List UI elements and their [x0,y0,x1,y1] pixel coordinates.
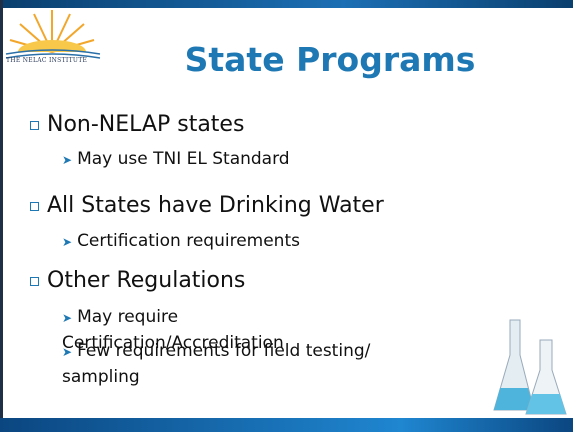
sub-bullet: ➤ May use TNI EL Standard [62,147,382,173]
sub-bullet-marker: ➤ [62,153,72,167]
logo-text: THE NELAC INSTITUTE [6,57,87,64]
flask-image [490,310,570,420]
slide: THE NELAC INSTITUTE State Programs Non-N… [0,0,573,432]
sub-bullet-marker: ➤ [62,311,72,325]
sub-bullet-marker: ➤ [62,235,72,249]
bullet-text: Other Regulations [47,268,245,293]
sub-bullet-text: May use TNI EL Standard [77,149,290,169]
sub-bullet-text: Few requirements for field testing/ samp… [62,341,370,387]
sub-bullet-marker: ➤ [62,345,72,359]
bullet: All States have Drinking Water [30,193,384,218]
bullet-marker [30,121,39,130]
bullet-text: All States have Drinking Water [47,193,384,218]
bottom-bar [0,418,573,432]
slide-title: State Programs [180,40,480,79]
bullet: Non-NELAP states [30,112,244,137]
left-bar [0,0,3,432]
sub-bullet: ➤ Certification requirements [62,229,382,255]
sub-bullet: ➤Few requirements for field testing/ sam… [62,339,382,390]
bullet: Other Regulations [30,268,245,293]
bullet-marker [30,202,39,211]
sub-bullet-text: Certification requirements [77,231,300,251]
bullet-text: Non-NELAP states [47,112,244,137]
bullet-marker [30,277,39,286]
top-bar [0,0,573,8]
